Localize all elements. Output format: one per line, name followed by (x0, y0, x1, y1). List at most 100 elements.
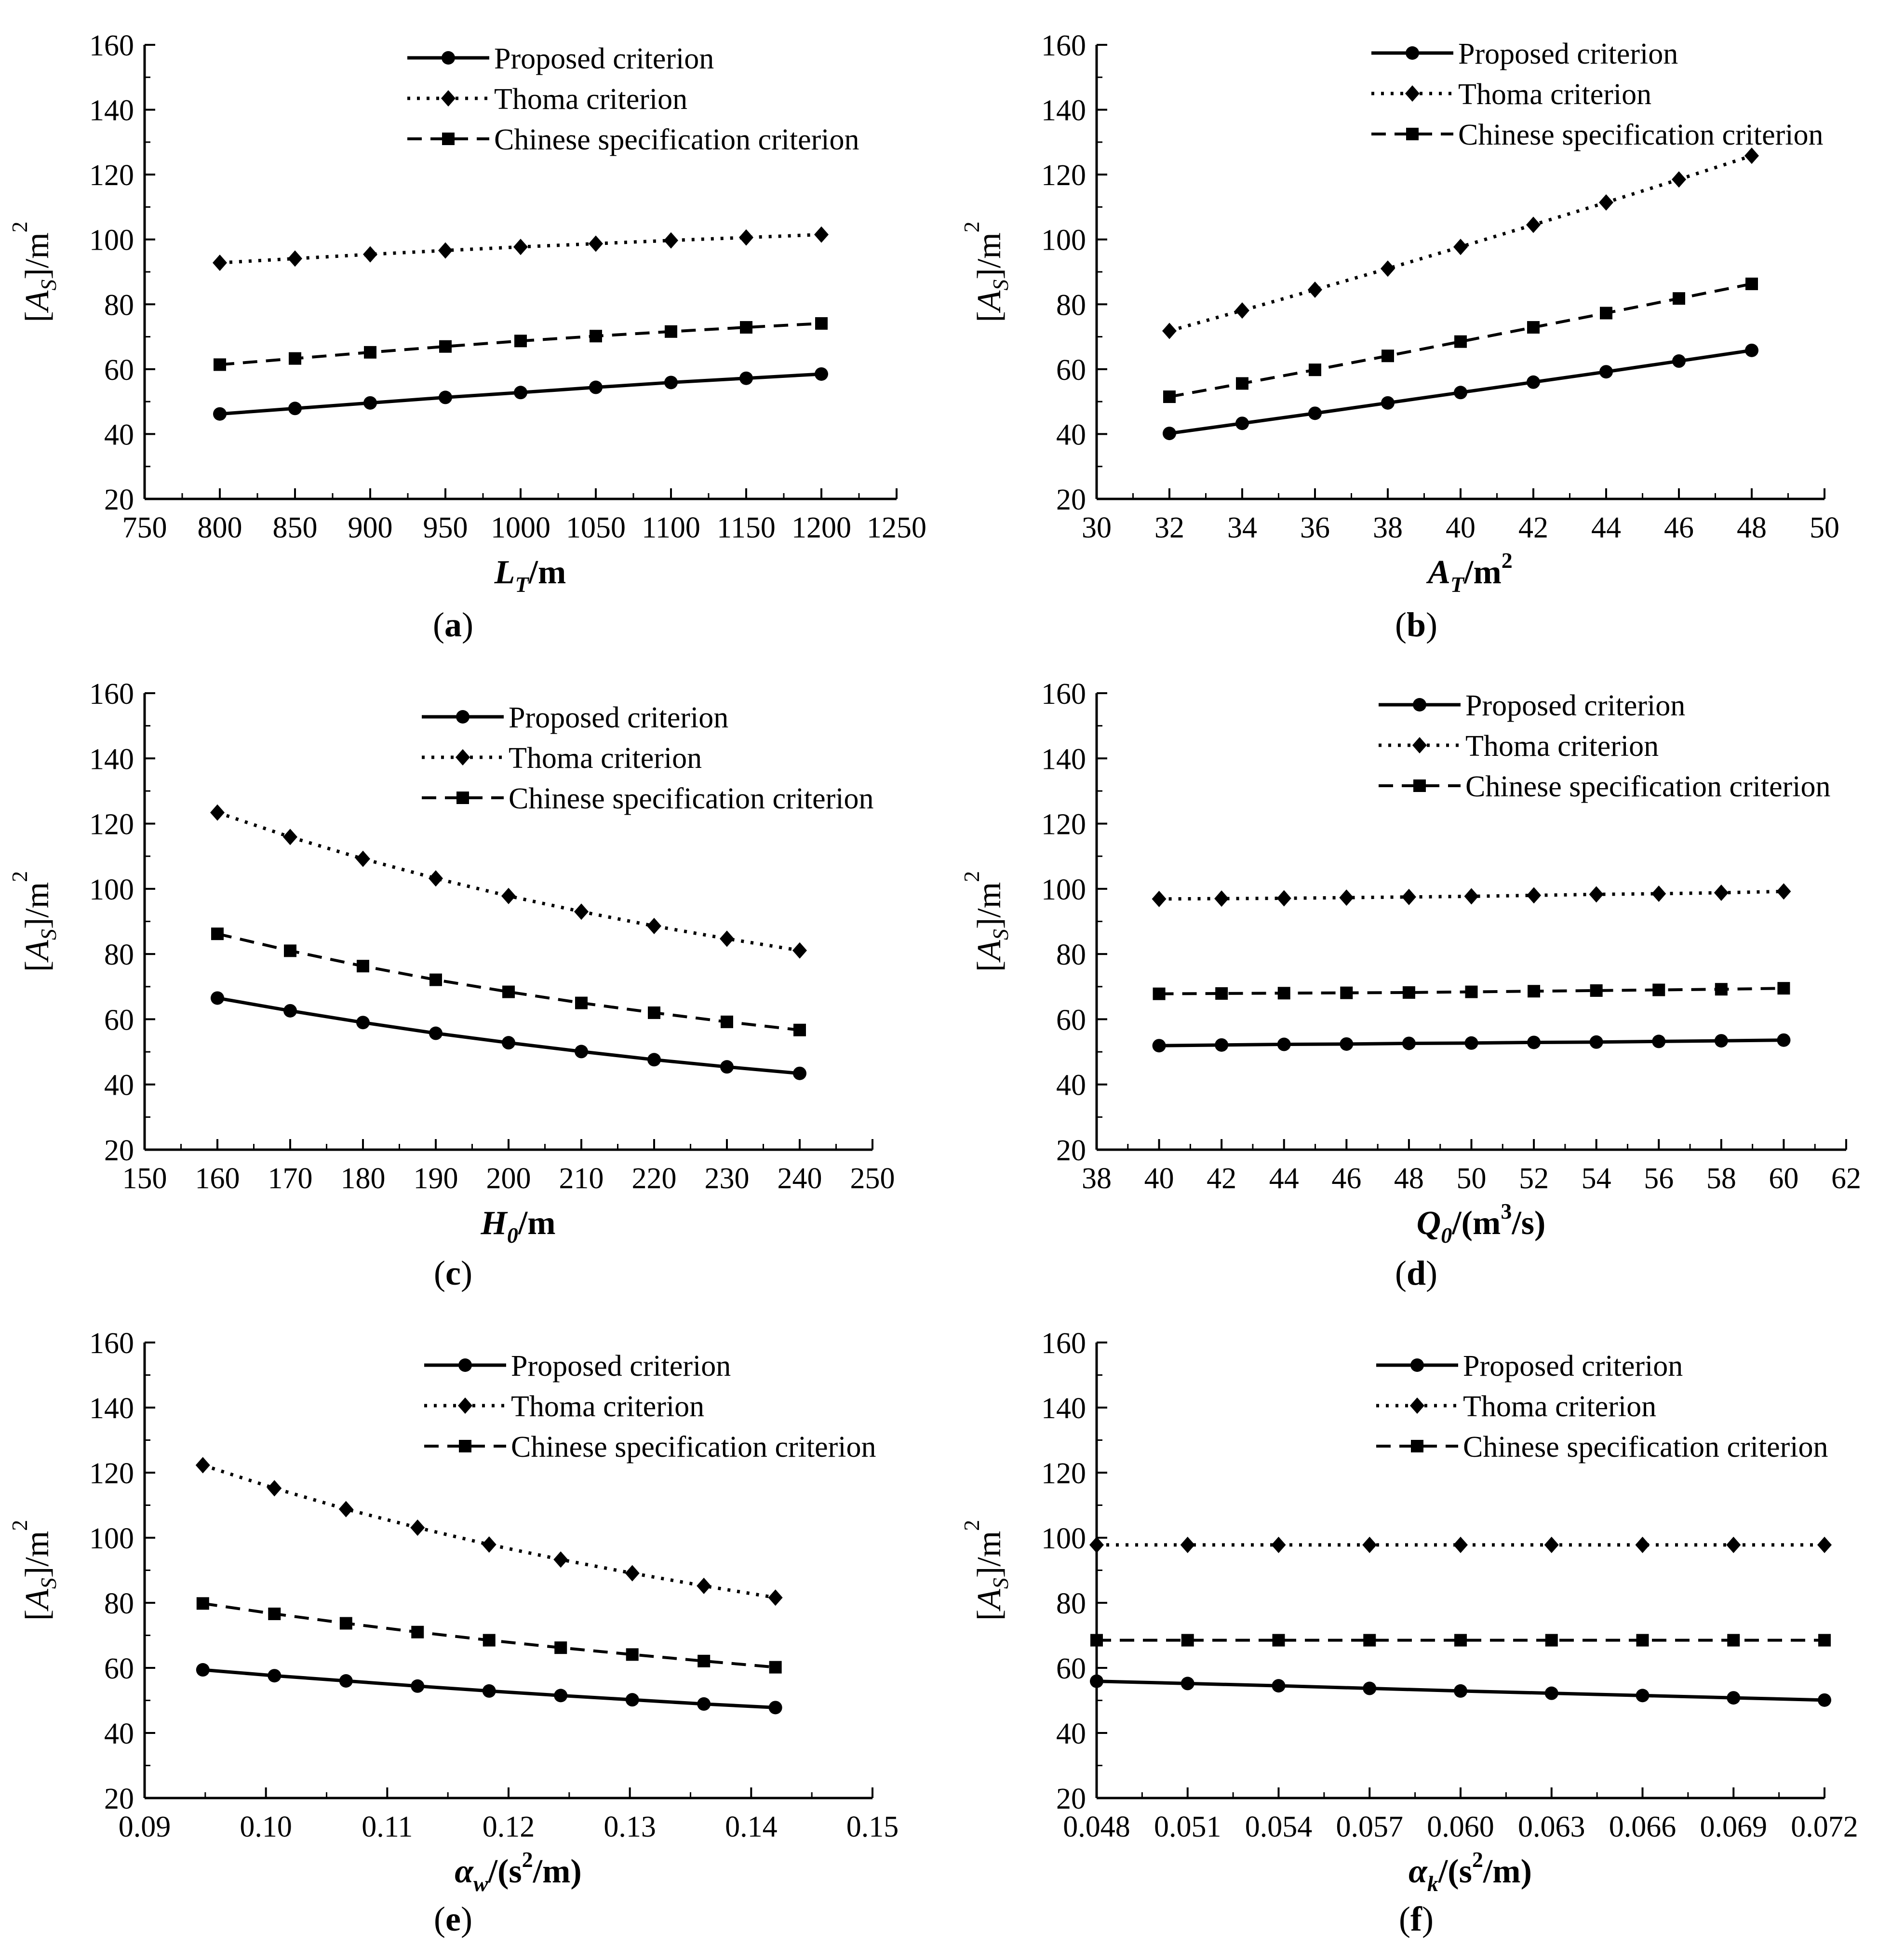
y-tick-label: 60 (1056, 1004, 1086, 1036)
y-tick-label: 80 (104, 289, 134, 322)
data-point-chinese (1411, 1440, 1423, 1452)
data-point-thoma (1526, 216, 1541, 233)
y-tick-label: 100 (1041, 873, 1086, 906)
x-tick-label: 220 (632, 1162, 677, 1195)
chart-panel-e: 20 40 60 80 100 120 140 160 0.09 0.10 0.11 0.12 0.13… (7, 1327, 899, 1938)
y-tick-label: 120 (89, 159, 134, 192)
data-point-thoma (1651, 886, 1666, 902)
legend-entry: Thoma criterion (1463, 1390, 1656, 1423)
data-point-proposed (697, 1697, 711, 1711)
data-point-thoma (213, 255, 227, 271)
data-point-proposed (283, 1004, 297, 1018)
y-tick-label: 100 (89, 1522, 134, 1555)
x-tick-label: 38 (1082, 1162, 1112, 1195)
data-point-proposed (625, 1693, 639, 1707)
x-tick-label: 34 (1227, 511, 1257, 544)
data-point-chinese (483, 1634, 496, 1647)
x-tick-label: 0.09 (119, 1811, 171, 1843)
data-point-thoma (1635, 1536, 1650, 1553)
data-point-thoma (1776, 883, 1791, 900)
legend-entry: Thoma criterion (1465, 730, 1659, 763)
data-point-thoma (1744, 148, 1759, 164)
x-tick-label: 50 (1457, 1162, 1487, 1195)
data-point-chinese (1340, 986, 1353, 999)
legend: Proposed criterion Thoma criterion Chinese… (1376, 1350, 1828, 1463)
legend-entry: Thoma criterion (494, 83, 687, 116)
data-point-chinese (456, 792, 469, 804)
data-point-thoma (501, 887, 516, 904)
data-point-chinese (1818, 1634, 1831, 1647)
data-point-chinese (1402, 986, 1415, 999)
y-tick-label: 140 (1041, 1392, 1086, 1425)
y-tick-label: 120 (89, 808, 134, 841)
y-tick-label: 160 (1041, 29, 1086, 62)
x-tick-label: 54 (1582, 1162, 1611, 1195)
series-line (202, 1463, 776, 1599)
x-tick-label: 38 (1373, 511, 1403, 544)
data-point-proposed (1714, 1034, 1728, 1048)
series-line (217, 932, 800, 1032)
legend: Proposed criterion Thoma criterion Chinese… (424, 1350, 876, 1463)
data-point-thoma (356, 850, 370, 867)
data-point-proposed (554, 1689, 568, 1703)
data-point-proposed (575, 1045, 588, 1059)
y-tick-label: 120 (89, 1457, 134, 1490)
x-tick-label: 250 (850, 1162, 895, 1195)
y-tick-label: 20 (104, 1783, 134, 1815)
data-point-chinese (1181, 1634, 1194, 1647)
data-point-chinese (1590, 984, 1603, 997)
y-tick-label: 20 (1056, 1134, 1086, 1167)
x-tick-label: 48 (1394, 1162, 1424, 1195)
data-point-thoma (513, 239, 528, 255)
data-point-proposed (458, 1358, 472, 1372)
data-point-chinese (1163, 390, 1176, 403)
x-tick-label: 0.14 (725, 1811, 778, 1843)
x-tick-label: 0.072 (1791, 1811, 1858, 1843)
data-point-proposed (1406, 46, 1419, 60)
data-point-chinese (429, 973, 442, 986)
data-point-thoma (1089, 1536, 1104, 1553)
data-point-chinese (740, 321, 752, 334)
x-tick-label: 0.12 (483, 1811, 535, 1843)
data-point-proposed (1410, 1358, 1424, 1372)
data-point-thoma (1714, 884, 1729, 901)
x-tick-label: 0.063 (1518, 1811, 1585, 1843)
series-chinese (196, 1597, 782, 1674)
data-point-chinese (1652, 983, 1665, 996)
data-point-thoma (1412, 737, 1427, 753)
x-tick-label: 1150 (717, 511, 776, 544)
data-point-chinese (1363, 1634, 1376, 1647)
data-point-chinese (339, 1617, 352, 1630)
data-point-proposed (288, 402, 302, 416)
series-thoma (213, 226, 829, 271)
y-axis-label: [AS]/m2 (7, 871, 61, 972)
series-thoma (1162, 148, 1759, 339)
legend-entry: Thoma criterion (509, 742, 702, 775)
data-point-proposed (793, 1066, 806, 1080)
data-point-proposed (768, 1701, 782, 1715)
y-tick-label: 80 (1056, 1587, 1086, 1620)
y-tick-label: 40 (1056, 1069, 1086, 1102)
chart-panel-d: 20 40 60 80 100 120 140 160 38 40 42 44 46 48 50 52 54 56… (959, 678, 1861, 1292)
data-point-proposed (1308, 406, 1322, 420)
data-point-thoma (1599, 194, 1613, 211)
data-point-proposed (1727, 1691, 1741, 1705)
data-point-thoma (792, 942, 807, 959)
data-point-proposed (1381, 396, 1395, 410)
data-point-proposed (514, 386, 527, 400)
y-tick-label: 40 (104, 1069, 134, 1102)
data-point-thoma (1453, 239, 1468, 255)
y-axis-label: [AS]/m2 (7, 221, 61, 322)
x-tick-label: 32 (1154, 511, 1184, 544)
x-tick-label: 900 (348, 511, 393, 544)
y-tick-label: 140 (1041, 743, 1086, 776)
data-point-chinese (769, 1661, 782, 1674)
data-point-proposed (589, 380, 603, 394)
panel-label: (f) (1399, 1900, 1434, 1938)
x-tick-label: 58 (1706, 1162, 1736, 1195)
y-axis-label: [AS]/m2 (959, 221, 1013, 322)
data-point-thoma (267, 1480, 282, 1497)
data-point-thoma (1410, 1397, 1424, 1414)
x-tick-label: 42 (1518, 511, 1548, 544)
x-tick-label: 0.051 (1154, 1811, 1221, 1843)
